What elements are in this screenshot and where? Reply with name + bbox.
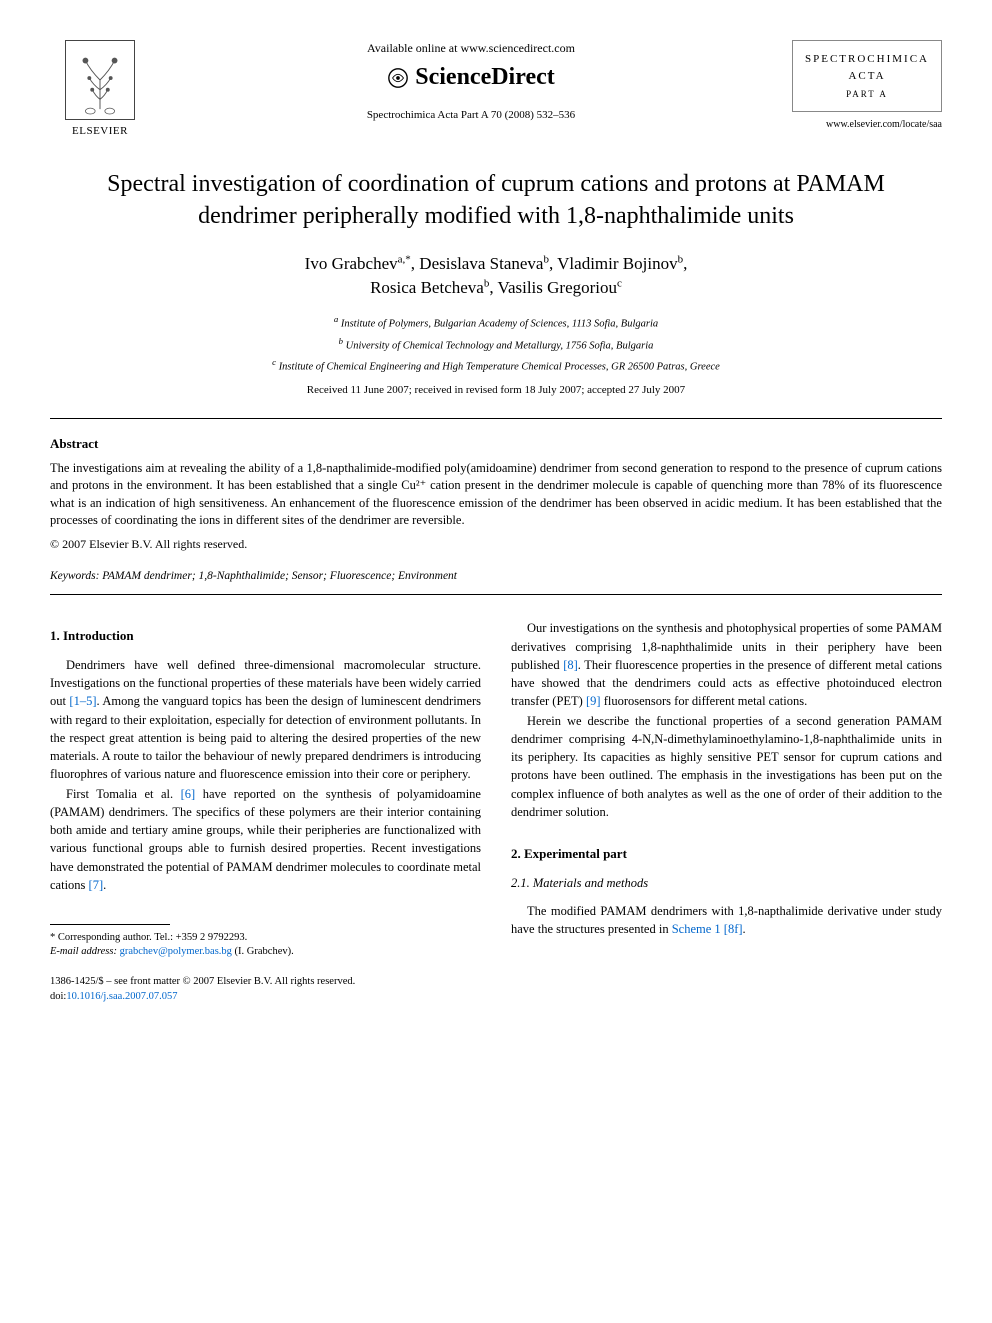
affiliation-a-text: Institute of Polymers, Bulgarian Academy… (341, 319, 658, 330)
two-column-body: 1. Introduction Dendrimers have well def… (50, 619, 942, 1004)
affiliation-a: a Institute of Polymers, Bulgarian Acade… (50, 313, 942, 332)
right-column: Our investigations on the synthesis and … (511, 619, 942, 1004)
abstract-text: The investigations aim at revealing the … (50, 460, 942, 530)
author-2-sup: b (543, 253, 549, 265)
author-4-sup: b (484, 277, 490, 289)
center-header: Available online at www.sciencedirect.co… (150, 40, 792, 124)
section-2-1-heading: 2.1. Materials and methods (511, 874, 942, 892)
ref-link-8f[interactable]: [8f] (724, 922, 743, 936)
front-matter-line: 1386-1425/$ – see front matter © 2007 El… (50, 974, 481, 989)
ref-link-6[interactable]: [6] (181, 787, 196, 801)
sciencedirect-logo: ScienceDirect (150, 61, 792, 95)
corr-author-line: * Corresponding author. Tel.: +359 2 979… (50, 931, 481, 945)
corr-email-line: E-mail address: grabchev@polymer.bas.bg … (50, 945, 481, 959)
author-2: Desislava Staneva (419, 254, 543, 273)
affiliation-b-text: University of Chemical Technology and Me… (346, 340, 654, 351)
affiliation-b: b University of Chemical Technology and … (50, 335, 942, 354)
intro-p2-c: . (103, 878, 106, 892)
author-1: Ivo Grabchev (305, 254, 398, 273)
elsevier-logo-block: ELSEVIER (50, 40, 150, 139)
sciencedirect-icon (387, 67, 409, 89)
corresponding-author-footnote: * Corresponding author. Tel.: +359 2 979… (50, 931, 481, 958)
intro-p1-b: . Among the vanguard topics has been the… (50, 694, 481, 781)
abstract-block: Abstract The investigations aim at revea… (50, 435, 942, 552)
col2-paragraph-1: Our investigations on the synthesis and … (511, 619, 942, 710)
elsevier-tree-icon (65, 40, 135, 120)
author-3-sup: b (678, 253, 684, 265)
intro-paragraph-2: First Tomalia et al. [6] have reported o… (50, 785, 481, 894)
email-link[interactable]: grabchev@polymer.bas.bg (120, 946, 232, 957)
section-1-heading: 1. Introduction (50, 627, 481, 646)
affiliation-c: c Institute of Chemical Engineering and … (50, 356, 942, 375)
email-label: E-mail address: (50, 946, 117, 957)
author-5: Vasilis Gregoriou (498, 278, 617, 297)
sciencedirect-text: ScienceDirect (415, 61, 555, 95)
author-4: Rosica Betcheva (370, 278, 484, 297)
email-tail: (I. Grabchev). (232, 946, 294, 957)
journal-box-name: SPECTROCHIMICA ACTA (799, 51, 935, 84)
journal-box: SPECTROCHIMICA ACTA PART A (792, 40, 942, 112)
divider-bottom (50, 594, 942, 595)
exp-p1-c: . (743, 922, 746, 936)
exp-paragraph-1: The modified PAMAM dendrimers with 1,8-n… (511, 902, 942, 938)
left-column: 1. Introduction Dendrimers have well def… (50, 619, 481, 1004)
ref-link-7[interactable]: [7] (89, 878, 104, 892)
section-2-heading: 2. Experimental part (511, 845, 942, 864)
keywords-label: Keywords: (50, 570, 99, 582)
affiliation-c-text: Institute of Chemical Engineering and Hi… (279, 361, 720, 372)
footer-info: 1386-1425/$ – see front matter © 2007 El… (50, 974, 481, 1004)
intro-p2-a: First Tomalia et al. (66, 787, 181, 801)
abstract-copyright: © 2007 Elsevier B.V. All rights reserved… (50, 536, 942, 553)
intro-paragraph-1: Dendrimers have well defined three-dimen… (50, 656, 481, 783)
ref-link-8[interactable]: [8] (563, 658, 578, 672)
abstract-label: Abstract (50, 435, 942, 453)
col2-paragraph-2: Herein we describe the functional proper… (511, 712, 942, 821)
keywords-text: PAMAM dendrimer; 1,8-Naphthalimide; Sens… (102, 570, 457, 582)
author-3: Vladimir Bojinov (557, 254, 677, 273)
ref-link-1-5[interactable]: [1–5] (69, 694, 96, 708)
authors-line: Ivo Grabcheva,*, Desislava Stanevab, Vla… (50, 252, 942, 300)
elsevier-label: ELSEVIER (72, 124, 128, 139)
header-row: ELSEVIER Available online at www.science… (50, 40, 942, 139)
journal-reference: Spectrochimica Acta Part A 70 (2008) 532… (150, 108, 792, 123)
article-title: Spectral investigation of coordination o… (90, 169, 902, 231)
doi-label: doi: (50, 991, 66, 1002)
divider-top (50, 418, 942, 419)
doi-line: doi:10.1016/j.saa.2007.07.057 (50, 989, 481, 1004)
scheme-1-link[interactable]: Scheme 1 (672, 922, 721, 936)
keywords-line: Keywords: PAMAM dendrimer; 1,8-Naphthali… (50, 568, 942, 584)
article-dates: Received 11 June 2007; received in revis… (50, 383, 942, 398)
journal-box-wrapper: SPECTROCHIMICA ACTA PART A www.elsevier.… (792, 40, 942, 132)
journal-box-part: PART A (799, 88, 935, 101)
author-1-sup: a,* (398, 253, 411, 265)
journal-url: www.elsevier.com/locate/saa (792, 118, 942, 132)
footnote-rule (50, 924, 170, 925)
col2-p1-c: fluorosensors for different metal cation… (601, 694, 808, 708)
ref-link-9[interactable]: [9] (586, 694, 601, 708)
intro-p2-b: have reported on the synthesis of polyam… (50, 787, 481, 892)
available-online-text: Available online at www.sciencedirect.co… (150, 40, 792, 57)
author-5-sup: c (617, 277, 622, 289)
doi-link[interactable]: 10.1016/j.saa.2007.07.057 (66, 991, 177, 1002)
